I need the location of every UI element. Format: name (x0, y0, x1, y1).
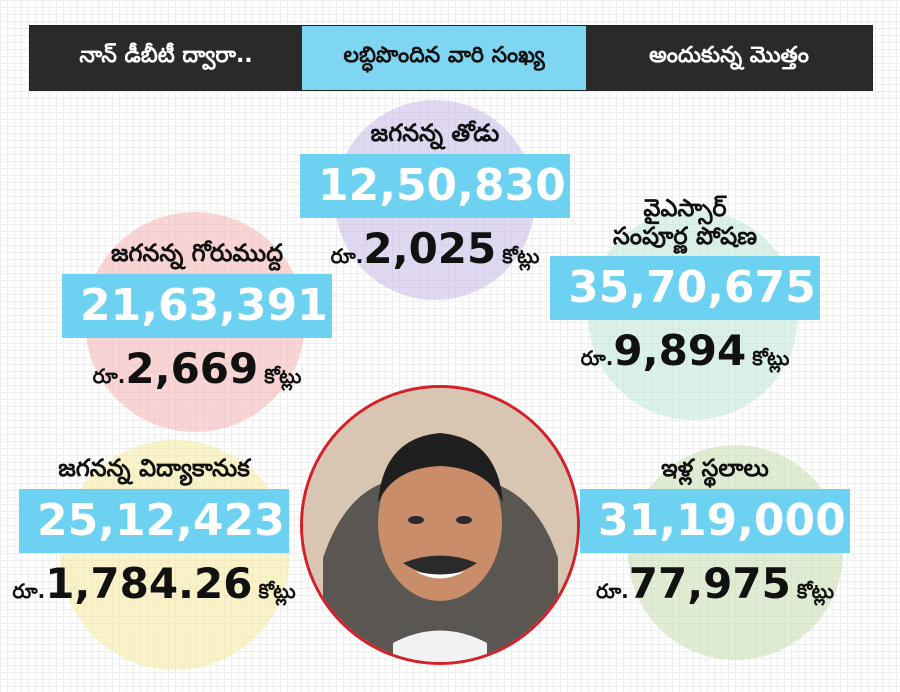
beneficiary-count: 25,12,423 (19, 488, 289, 553)
amount-value: 77,975 (628, 558, 791, 608)
amount-line: రూ.2,025 కోట్లు (300, 224, 570, 273)
beneficiary-count: 35,70,675 (550, 256, 820, 321)
unit-suffix: కోట్లు (752, 346, 790, 371)
currency-prefix: రూ. (595, 578, 629, 603)
scheme-name-line1: వైఎస్సార్ (643, 194, 727, 222)
header-non-dbt-label: నాన్ డీబీటీ ద్వారా.. (30, 26, 302, 90)
scheme-vidya: జగనన్న విద్యాకానుక 25,12,423 రూ.1,784.26… (8, 454, 300, 608)
portrait-photo (300, 385, 580, 665)
scheme-name: ఇళ్ల స్థలాలు (661, 454, 769, 482)
header-beneficiaries-label: లబ్ధిపొందిన వారి సంఖ్య (302, 26, 586, 90)
scheme-name: జగనన్న గోరుముద్ద (110, 239, 284, 267)
amount-line: రూ.77,975 కోట్లు (580, 559, 850, 608)
unit-suffix: కోట్లు (258, 578, 296, 603)
beneficiary-count: 12,50,830 (300, 153, 570, 218)
scheme-name: జగనన్న తోడు (370, 119, 500, 147)
circle-vidya (60, 440, 290, 670)
beneficiary-count: 21,63,391 (62, 273, 332, 338)
currency-prefix: రూ. (92, 363, 126, 388)
unit-suffix: కోట్లు (796, 578, 835, 603)
scheme-illa: ఇళ్ల స్థలాలు 31,19,000 రూ.77,975 కోట్లు (580, 454, 850, 608)
currency-prefix: రూ. (330, 243, 364, 268)
amount-line: రూ.1,784.26 కోట్లు (8, 559, 300, 608)
scheme-name: జగనన్న విద్యాకానుక (58, 454, 250, 482)
amount-value: 2,669 (125, 343, 259, 393)
scheme-gorumudda: జగనన్న గోరుముద్ద 21,63,391 రూ.2,669 కోట్ల… (62, 239, 332, 393)
amount-line: రూ.2,669 కోట్లు (62, 344, 332, 393)
scheme-thodu: జగనన్న తోడు 12,50,830 రూ.2,025 కోట్లు (300, 119, 570, 273)
beneficiary-count: 31,19,000 (580, 488, 850, 553)
amount-value: 2,025 (363, 223, 497, 273)
currency-prefix: రూ. (12, 578, 46, 603)
unit-suffix: కోట్లు (264, 363, 302, 388)
scheme-name-line2: సంపూర్ణ పోషణ (612, 221, 758, 250)
header-amount-label: అందుకున్న మొత్తం (586, 26, 872, 90)
amount-value: 1,784.26 (45, 558, 253, 608)
amount-line: రూ.9,894 కోట్లు (550, 326, 820, 375)
currency-prefix: రూ. (580, 346, 614, 371)
header-bar: నాన్ డీబీటీ ద్వారా.. లబ్ధిపొందిన వారి సం… (29, 25, 873, 91)
scheme-poshana: వైఎస్సార్ సంపూర్ణ పోషణ 35,70,675 రూ.9,89… (550, 194, 820, 375)
unit-suffix: కోట్లు (502, 243, 540, 268)
amount-value: 9,894 (613, 326, 747, 376)
person-portrait-icon (303, 388, 577, 662)
